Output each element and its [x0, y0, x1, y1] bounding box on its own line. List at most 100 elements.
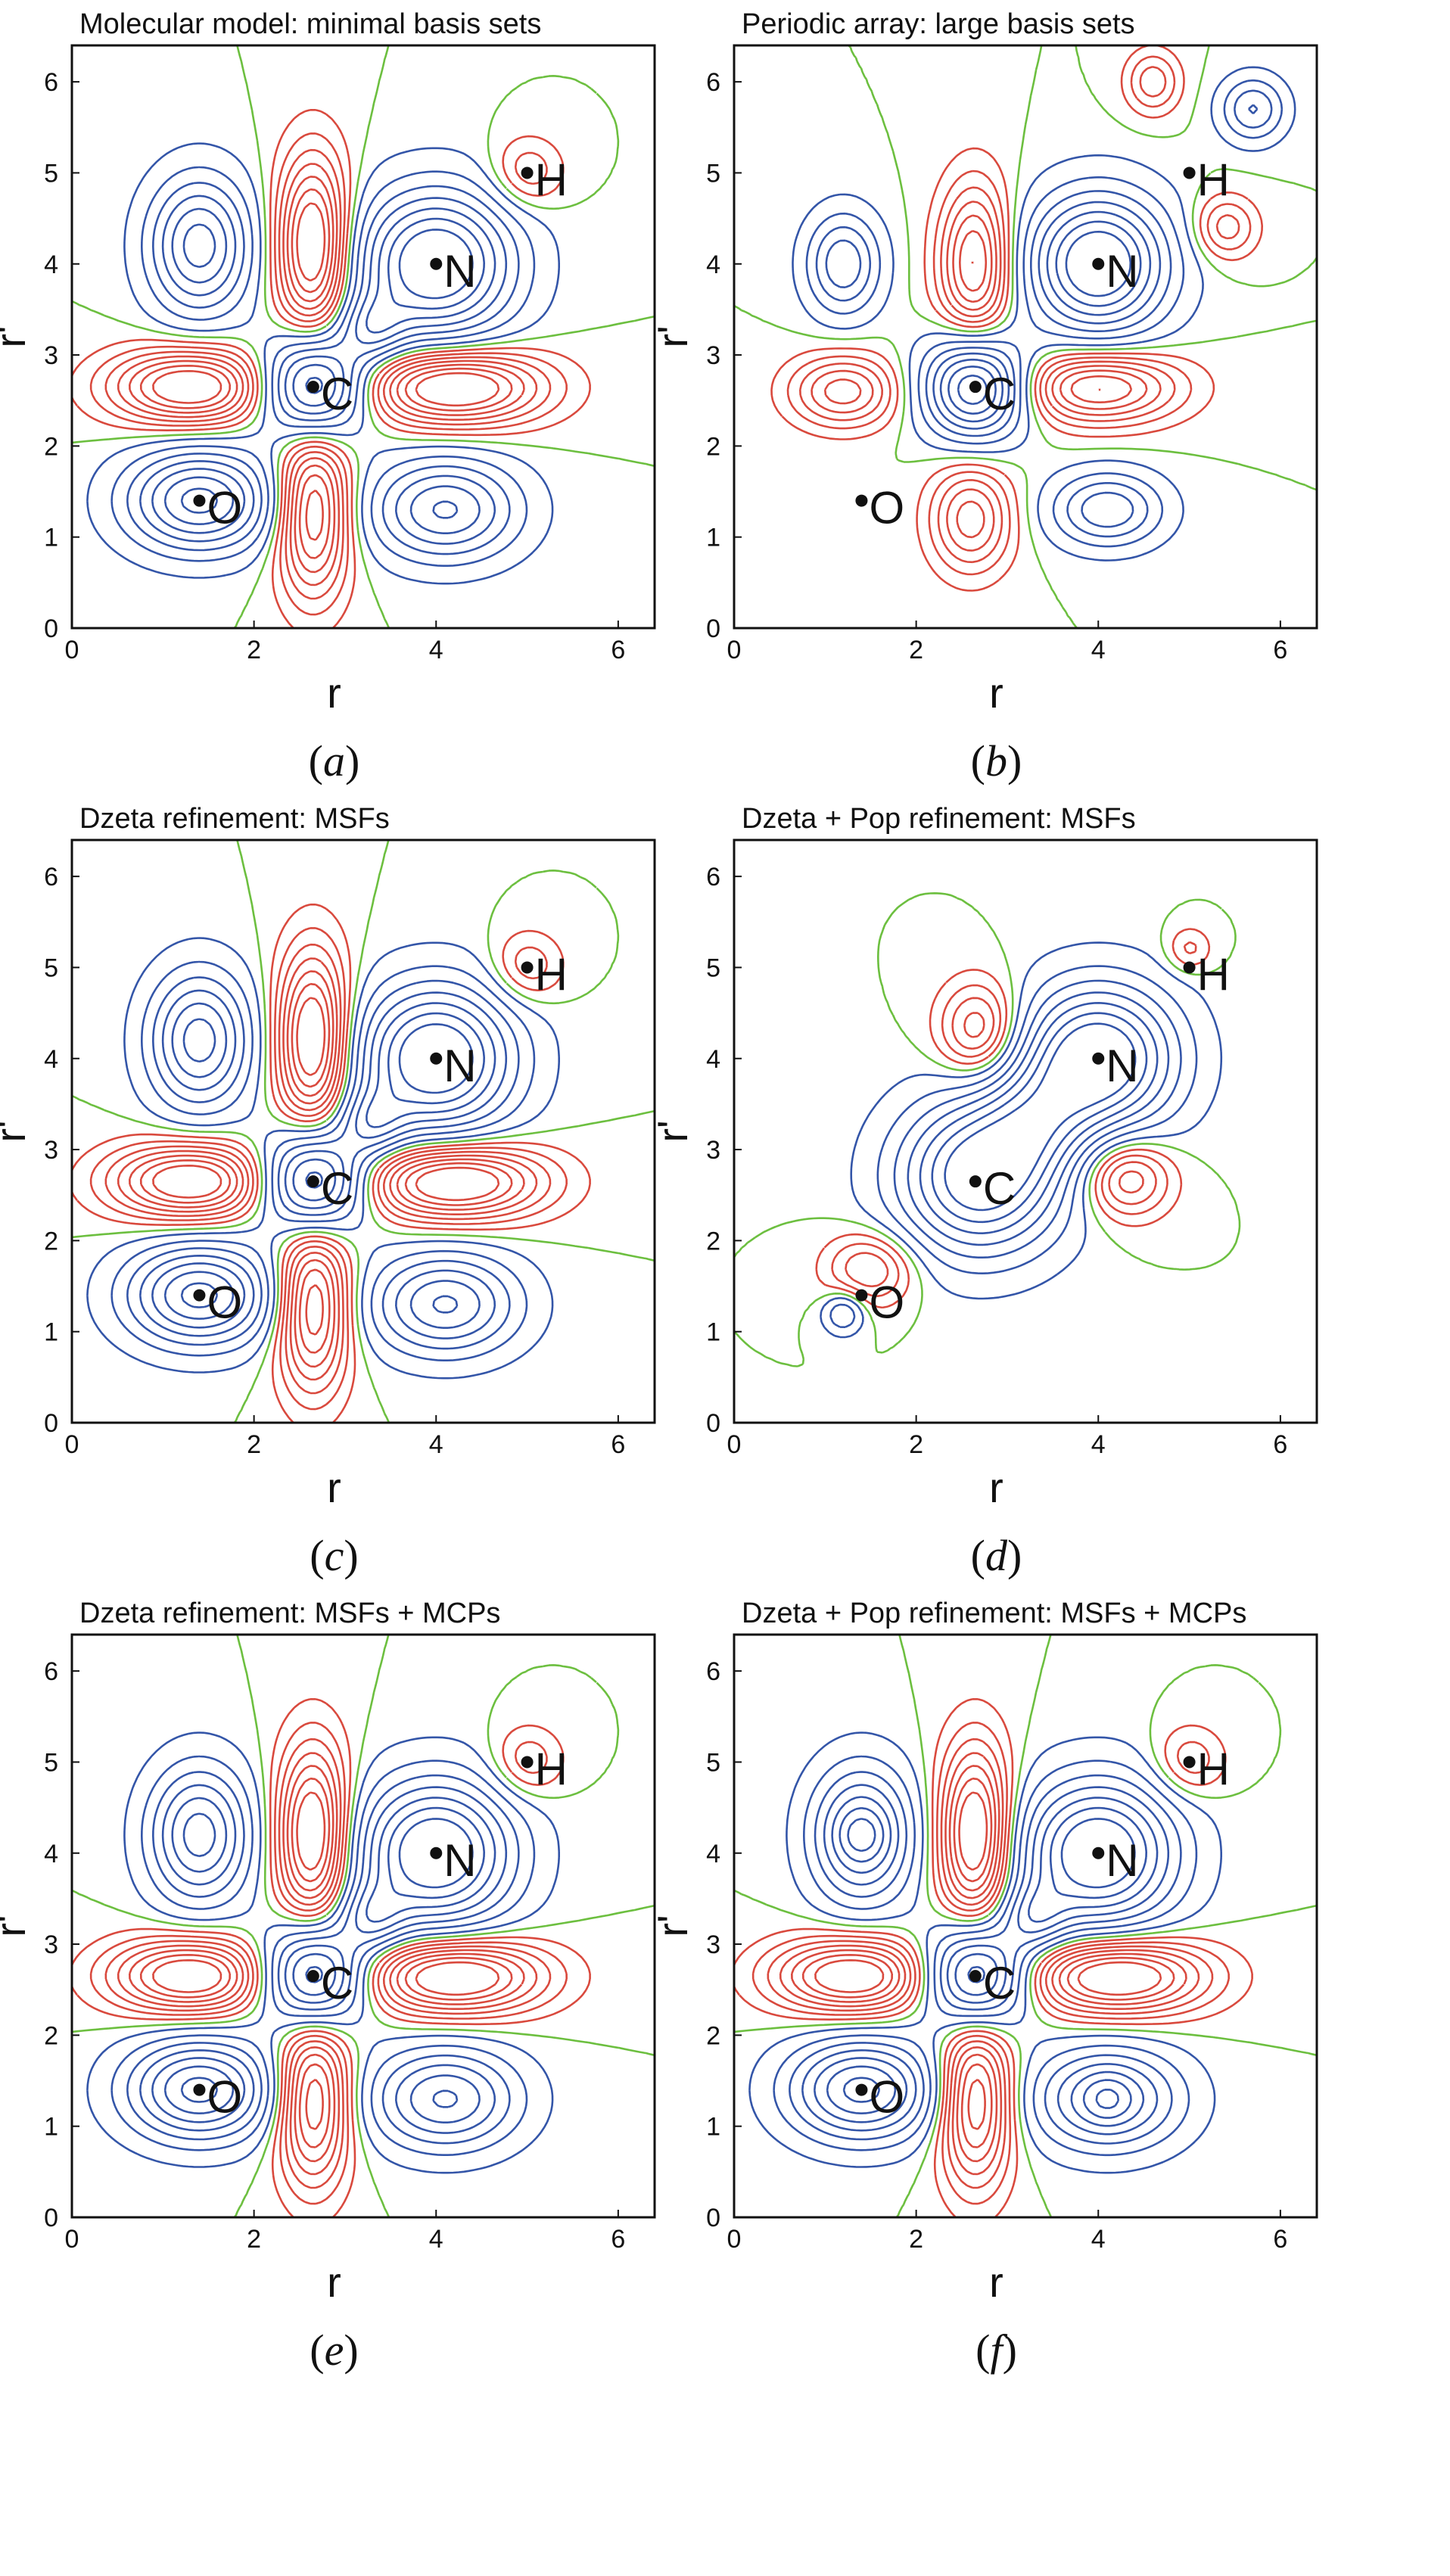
- x-tick-label: 6: [1273, 2225, 1287, 2254]
- atom-marker: [306, 381, 319, 394]
- y-tick-label: 6: [44, 68, 58, 97]
- y-tick-label: 4: [706, 250, 720, 279]
- atom-label: H: [1197, 949, 1230, 1000]
- positive-contour: [139, 194, 508, 545]
- positive-contour: [773, 1755, 1198, 2157]
- y-tick-label: 0: [44, 614, 58, 643]
- y-tick-label: 4: [44, 1045, 58, 1074]
- negative-contour: [72, 1698, 591, 2217]
- y-tick-label: 6: [706, 863, 720, 891]
- y-tick-label: 2: [706, 432, 720, 461]
- atom-label: N: [443, 1041, 476, 1091]
- positive-contour: [801, 1784, 1170, 2136]
- y-tick-label: 5: [706, 1748, 720, 1777]
- positive-contour: [139, 1784, 508, 2134]
- y-tick-label: 4: [44, 1840, 58, 1868]
- atom-label: N: [443, 246, 476, 297]
- atom-marker: [521, 166, 534, 179]
- atom-marker: [306, 1175, 319, 1188]
- positive-contour: [86, 1731, 560, 2174]
- atom-label: H: [535, 154, 568, 205]
- y-tick-label: 1: [44, 2113, 58, 2142]
- positive-contour: [826, 1806, 1147, 2119]
- y-tick-label: 3: [44, 1136, 58, 1165]
- atom-label: O: [869, 1277, 904, 1328]
- positive-contour: [126, 976, 520, 1350]
- panel-caption: (c): [310, 1531, 358, 1580]
- positive-contour: [163, 217, 485, 525]
- negative-contour: [815, 928, 1211, 1309]
- y-tick-label: 0: [706, 1409, 720, 1438]
- positive-contour: [944, 1022, 1137, 1212]
- x-tick-label: 4: [429, 636, 443, 664]
- contour-panel-a: Molecular model: minimal basis sets 0 2 4 6 0…: [0, 8, 656, 786]
- atom-label: H: [535, 1744, 568, 1794]
- x-tick-label: 6: [1273, 636, 1287, 664]
- plot-frame: [70, 44, 656, 630]
- x-tick-label: 4: [429, 2225, 443, 2254]
- atom-label: O: [207, 1277, 242, 1328]
- atom-marker: [855, 1289, 868, 1302]
- x-tick-label: 0: [65, 636, 79, 664]
- atom-label: C: [983, 1958, 1016, 2008]
- positive-contour: [815, 89, 1273, 538]
- negative-contour: [786, 55, 1252, 576]
- x-tick-label: 4: [1091, 1430, 1106, 1459]
- y-tick-label: 5: [44, 954, 58, 982]
- negative-contour: [963, 1012, 1144, 1194]
- negative-contour: [129, 1765, 525, 2163]
- positive-contour: [829, 965, 1198, 1328]
- y-tick-label: 4: [706, 1045, 720, 1074]
- positive-contour: [180, 229, 474, 514]
- x-tick-label: 6: [611, 636, 625, 664]
- negative-contour: [770, 45, 1263, 592]
- y-tick-label: 3: [44, 1930, 58, 1959]
- positive-contour: [947, 220, 1142, 415]
- positive-contour: [180, 1818, 474, 2103]
- contour-lines: [72, 45, 655, 628]
- atom-marker: [855, 2083, 868, 2096]
- x-tick-label: 6: [1273, 1430, 1287, 1459]
- atom-marker: [969, 1970, 982, 1983]
- atom-label: C: [321, 1163, 353, 1214]
- y-tick-label: 2: [44, 432, 58, 461]
- x-tick-label: 0: [727, 2225, 742, 2254]
- x-tick-label: 2: [247, 2225, 261, 2254]
- contour-lines: [734, 45, 1317, 628]
- atom-marker: [193, 494, 206, 507]
- x-tick-label: 6: [611, 1430, 625, 1459]
- atom-marker: [1092, 1052, 1105, 1065]
- atom-marker: [521, 961, 534, 974]
- x-tick-label: 2: [909, 1430, 923, 1459]
- y-tick-label: 6: [44, 1657, 58, 1686]
- atom-marker: [969, 1175, 982, 1188]
- negative-contour: [734, 1698, 1253, 2217]
- x-axis-label: r: [989, 669, 1003, 717]
- panel-title: Periodic array: large basis sets: [742, 8, 1135, 40]
- negative-contour: [104, 1738, 552, 2189]
- negative-contour: [72, 904, 591, 1423]
- positive-contour: [919, 1002, 1159, 1234]
- x-tick-label: 4: [429, 1430, 443, 1459]
- plot-frame: [733, 1633, 1318, 2219]
- positive-contour: [814, 1796, 1159, 2127]
- y-tick-label: 3: [44, 341, 58, 370]
- y-tick-label: 1: [706, 2113, 720, 2142]
- contour-panel-d: Dzeta + Pop refinement: MSFs 0 2 4 6 0 1 2 3 4 5 6 r…: [649, 803, 1318, 1580]
- atom-label: O: [207, 483, 242, 534]
- negative-contour: [831, 941, 1197, 1298]
- contour-panel-f: Dzeta + Pop refinement: MSFs + MCPs 0 2 4 6 0…: [649, 1598, 1318, 2375]
- negative-contour: [799, 66, 1240, 564]
- negative-contour: [801, 1777, 1175, 2148]
- positive-contour: [110, 166, 536, 567]
- negative-contour: [139, 982, 513, 1354]
- y-tick-label: 1: [44, 1318, 58, 1347]
- positive-contour: [820, 941, 1223, 1339]
- x-axis-label: r: [327, 669, 341, 717]
- x-tick-label: 0: [727, 636, 742, 664]
- atom-marker: [1183, 961, 1196, 974]
- contour-panel-e: Dzeta refinement: MSFs + MCPs 0 2 4 6 0 1 2 3 4 5 6…: [0, 1598, 656, 2375]
- contour-lines: [72, 1635, 655, 2217]
- positive-contour: [748, 1731, 1222, 2174]
